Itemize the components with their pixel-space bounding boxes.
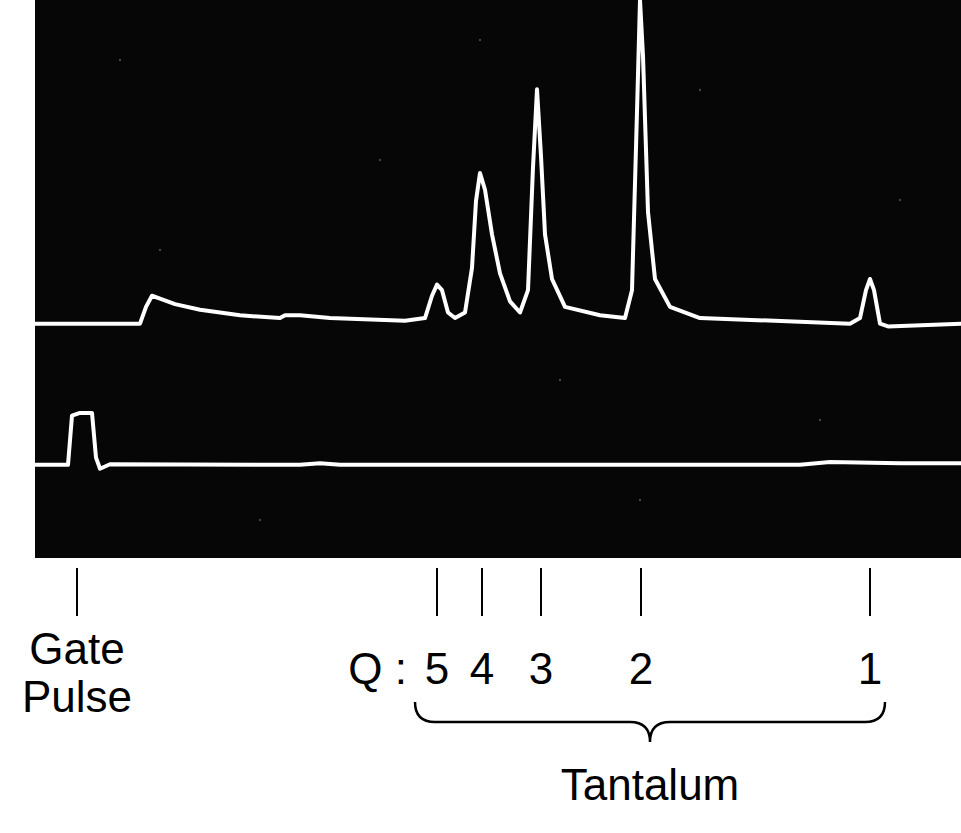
speck	[559, 379, 561, 381]
peak-line	[869, 568, 871, 616]
traces	[35, 0, 961, 521]
brace	[415, 702, 885, 742]
speck	[819, 419, 821, 421]
peak-line	[640, 568, 642, 616]
figure: GatePulse 543 2 1 Q : Tantalum	[0, 0, 961, 833]
speck	[899, 199, 901, 201]
speck	[119, 59, 121, 61]
peak-line	[540, 568, 542, 616]
charge-label: 1	[858, 644, 882, 693]
speck	[379, 159, 381, 161]
speck	[699, 89, 701, 91]
marker-line	[76, 568, 78, 616]
charge-label: 3	[529, 644, 553, 693]
scope-screen	[35, 0, 961, 558]
speck	[479, 39, 481, 41]
charge-label: 2	[629, 644, 653, 693]
speck	[259, 519, 261, 521]
charge-label: 5	[425, 644, 449, 693]
group-label: Tantalum	[561, 760, 740, 809]
peak-line	[436, 568, 438, 616]
trace	[35, 413, 961, 469]
q-label: Q :	[348, 644, 407, 693]
speck	[159, 249, 161, 251]
trace	[35, 0, 961, 326]
charge-label: 4	[470, 644, 494, 693]
peak-line	[481, 568, 483, 616]
speck	[639, 499, 641, 501]
marker-label: GatePulse	[22, 624, 132, 721]
